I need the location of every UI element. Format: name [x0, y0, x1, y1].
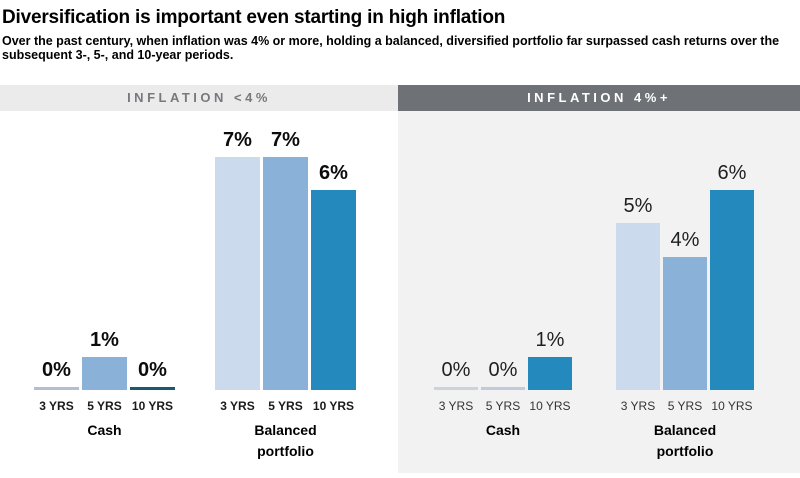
bars-balanced-portfolio: 5% 4% 6% [616, 111, 754, 390]
bar-group-balanced-portfolio: 5% 4% 6% 3 YRS 5 YRS 10 YRS Balanced portfolio [616, 111, 754, 462]
bar-group-cash: 0% 0% 1% 3 YRS 5 YRS 10 YRS Cash [434, 111, 572, 462]
category-label-5-yrs: 5 YRS [268, 399, 303, 413]
bar-value-label: 6% [319, 162, 348, 184]
page-subtitle: Over the past century, when inflation wa… [2, 34, 780, 62]
page-title: Diversification is important even starti… [2, 7, 506, 28]
category-label-10-yrs: 10 YRS [529, 399, 571, 413]
category-label-5-yrs: 5 YRS [485, 399, 521, 413]
bar-cash-3-yrs [434, 387, 478, 390]
bar-value-label: 5% [623, 195, 653, 217]
bar-balanced-portfolio-3-yrs [616, 223, 660, 390]
bar-value-label: 4% [670, 229, 700, 251]
group-label-balanced-portfolio: Balanced portfolio [254, 422, 317, 459]
bars-balanced-portfolio: 7% 7% 6% [215, 111, 356, 390]
panel-inflation-under-4pct: INFLATION <4% 0% 1% 0% 3 YRS 5 YRS 10 YRS Cash… [0, 85, 398, 473]
bar-group-balanced-portfolio: 7% 7% 6% 3 YRS 5 YRS 10 YRS Balanced portfolio [215, 111, 356, 462]
bar-balanced-portfolio-10-yrs [311, 190, 356, 390]
bar-column: 6% [710, 162, 754, 390]
panel-header-inflation-under-4pct: INFLATION <4% [0, 85, 398, 111]
category-label-10-yrs: 10 YRS [711, 399, 753, 413]
bar-value-label: 1% [90, 329, 119, 351]
category-label-10-yrs: 10 YRS [131, 399, 174, 413]
bars-cash: 0% 1% 0% [34, 111, 175, 390]
group-label-balanced-portfolio: Balanced portfolio [653, 422, 717, 459]
bar-cash-5-yrs [481, 387, 525, 390]
bar-value-label: 0% [138, 359, 167, 381]
chart-panels: INFLATION <4% 0% 1% 0% 3 YRS 5 YRS 10 YRS Cash… [0, 85, 800, 473]
bar-column: 0% [130, 359, 175, 390]
category-label-3-yrs: 3 YRS [39, 399, 74, 413]
group-label-cash: Cash [485, 422, 521, 438]
bar-column: 0% [34, 359, 79, 390]
chart-inflation-under-4pct: 0% 1% 0% 3 YRS 5 YRS 10 YRS Cash 7% 7% 6% 3 YRS 5 Y… [0, 111, 398, 462]
bar-value-label: 0% [441, 359, 471, 381]
bar-cash-5-yrs [82, 357, 127, 390]
group-label-cash: Cash [87, 422, 122, 438]
bar-value-label: 0% [42, 359, 71, 381]
bars-cash: 0% 0% 1% [434, 111, 572, 390]
bar-value-label: 0% [488, 359, 518, 381]
bar-column: 1% [528, 329, 572, 390]
bar-column: 6% [311, 162, 356, 390]
bar-column: 4% [663, 229, 707, 390]
chart-inflation-4pct-plus: 0% 0% 1% 3 YRS 5 YRS 10 YRS Cash 5% 4% 6% 3 YRS 5 Y… [398, 111, 800, 462]
category-labels: 3 YRS 5 YRS 10 YRS [434, 399, 572, 413]
bar-column: 5% [616, 195, 660, 390]
bar-balanced-portfolio-3-yrs [215, 157, 260, 390]
bar-value-label: 7% [271, 129, 300, 151]
category-label-3-yrs: 3 YRS [620, 399, 656, 413]
bar-balanced-portfolio-5-yrs [263, 157, 308, 390]
category-label-3-yrs: 3 YRS [220, 399, 255, 413]
category-label-5-yrs: 5 YRS [87, 399, 122, 413]
bar-value-label: 6% [717, 162, 747, 184]
bar-column: 0% [434, 359, 478, 390]
bar-value-label: 1% [535, 329, 565, 351]
bar-column: 1% [82, 329, 127, 390]
bar-column: 7% [263, 129, 308, 390]
bar-group-cash: 0% 1% 0% 3 YRS 5 YRS 10 YRS Cash [34, 111, 175, 462]
bar-value-label: 7% [223, 129, 252, 151]
infographic: Diversification is important even starti… [0, 7, 800, 478]
bar-cash-10-yrs [130, 387, 175, 390]
category-label-5-yrs: 5 YRS [667, 399, 703, 413]
bar-cash-10-yrs [528, 357, 572, 390]
category-labels: 3 YRS 5 YRS 10 YRS [34, 399, 175, 413]
category-labels: 3 YRS 5 YRS 10 YRS [215, 399, 356, 413]
category-label-3-yrs: 3 YRS [438, 399, 474, 413]
category-labels: 3 YRS 5 YRS 10 YRS [616, 399, 754, 413]
category-label-10-yrs: 10 YRS [312, 399, 355, 413]
bar-column: 0% [481, 359, 525, 390]
bar-column: 7% [215, 129, 260, 390]
bar-cash-3-yrs [34, 387, 79, 390]
panel-inflation-4pct-plus: INFLATION 4%+ 0% 0% 1% 3 YRS 5 YRS 10 YRS Cash… [398, 85, 800, 473]
panel-header-inflation-4pct-plus: INFLATION 4%+ [398, 85, 800, 111]
bar-balanced-portfolio-10-yrs [710, 190, 754, 390]
bar-balanced-portfolio-5-yrs [663, 257, 707, 390]
